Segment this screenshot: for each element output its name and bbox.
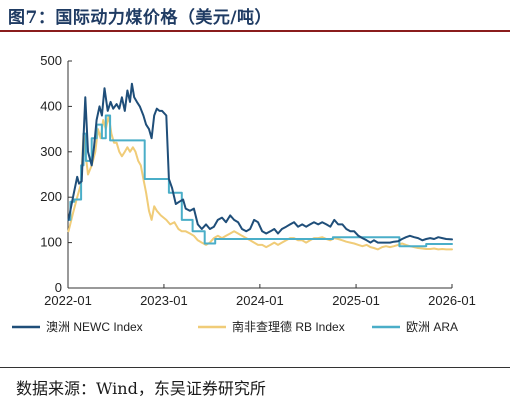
source-divider xyxy=(0,367,510,368)
legend-label: 欧洲 ARA xyxy=(406,320,458,334)
legend-label: 澳洲 NEWC Index xyxy=(46,320,143,334)
figure-title: 图7：国际动力煤价格（美元/吨） xyxy=(8,8,273,28)
x-tick-label: 2022-01 xyxy=(44,293,92,308)
x-tick-label: 2026-01 xyxy=(428,293,476,308)
y-tick-label: 400 xyxy=(40,98,62,113)
y-tick-label: 200 xyxy=(40,189,62,204)
y-tick-label: 0 xyxy=(55,280,62,295)
series-line xyxy=(67,82,453,244)
source-note: 数据来源：Wind，东吴证券研究所 xyxy=(16,379,266,398)
chart-area: 0 100 200 300 400 500 2022-01 2023-01 2024-01 202… xyxy=(12,53,476,334)
title-divider xyxy=(0,30,510,32)
y-tick-label: 100 xyxy=(40,235,62,250)
legend-label: 南非查理德 RB Index xyxy=(232,319,345,334)
series-line xyxy=(67,114,453,251)
y-tick-label: 500 xyxy=(40,53,62,68)
y-tick-label: 300 xyxy=(40,144,62,159)
x-tick-label: 2023-01 xyxy=(140,293,188,308)
x-tick-label: 2025-01 xyxy=(332,293,380,308)
x-tick-label: 2024-01 xyxy=(236,293,284,308)
